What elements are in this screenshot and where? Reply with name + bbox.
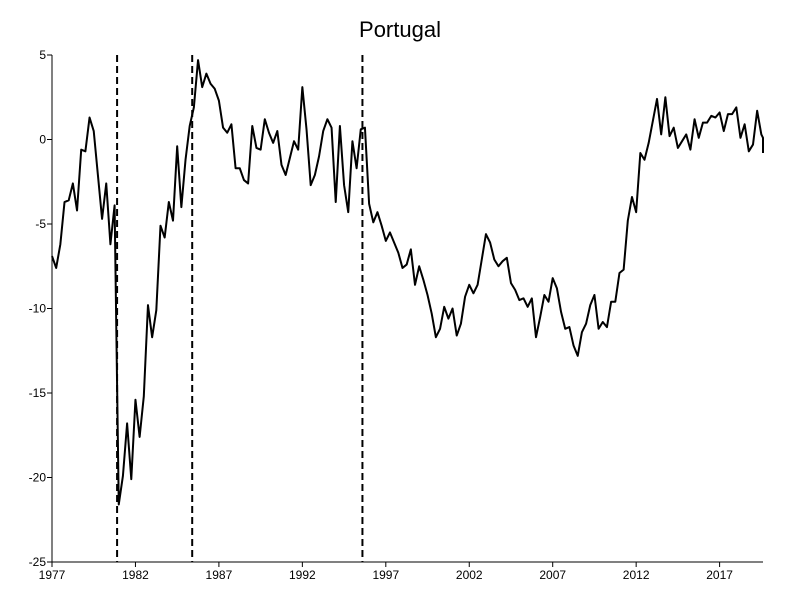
x-tick-label: 1987 xyxy=(206,568,233,582)
x-tick-label: 2012 xyxy=(623,568,650,582)
vertical-event-lines xyxy=(116,55,364,562)
y-tick-label: -25 xyxy=(29,555,47,569)
y-tick-label: -20 xyxy=(29,471,47,485)
y-tick-label: -5 xyxy=(35,217,46,231)
y-tick-label: -10 xyxy=(29,302,47,316)
y-tick-label: 0 xyxy=(39,133,46,147)
x-tick-label: 2002 xyxy=(456,568,483,582)
x-tick-label: 1992 xyxy=(289,568,316,582)
series-group xyxy=(51,59,764,506)
x-tick-label: 1982 xyxy=(122,568,149,582)
x-tick-label: 1997 xyxy=(372,568,399,582)
chart-title: Portugal xyxy=(359,17,441,42)
y-tick-label: 5 xyxy=(39,48,46,62)
x-tick-label: 2017 xyxy=(706,568,733,582)
y-tick-label: -15 xyxy=(29,386,47,400)
series-line xyxy=(51,59,764,506)
x-tick-label: 1977 xyxy=(39,568,66,582)
x-tick-label: 2007 xyxy=(539,568,566,582)
